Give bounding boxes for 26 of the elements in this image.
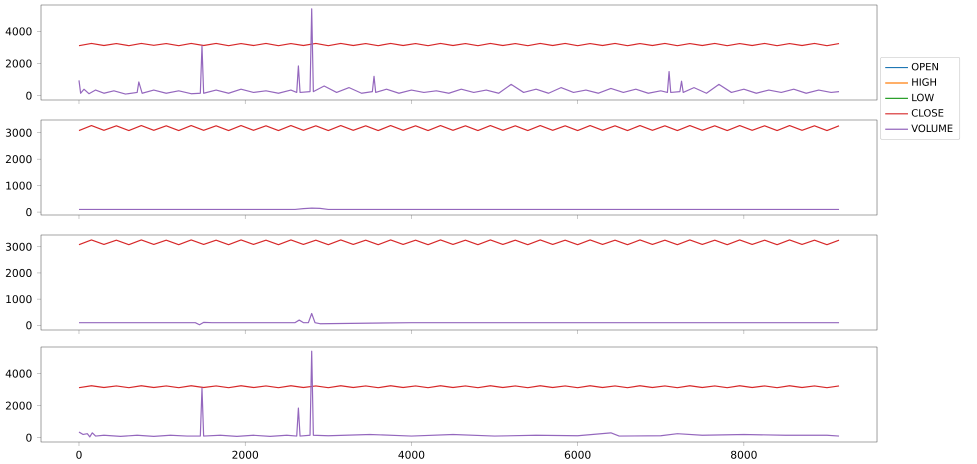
line-series [78, 8, 840, 95]
y-tick-label: 4000 [6, 27, 32, 36]
y-tick-label: 2000 [6, 59, 32, 68]
y-tick-label: 2000 [6, 402, 32, 410]
x-tick-label: 2000 [232, 450, 258, 459]
y-tick-label: 2000 [6, 268, 32, 277]
y-tick-label: 0 [26, 208, 32, 216]
legend-label: OPEN [912, 62, 938, 70]
legend-label: HIGH [912, 78, 936, 86]
y-tick-label: 0 [26, 321, 32, 330]
legend-label: LOW [912, 94, 934, 102]
y-tick-label: 0 [26, 92, 32, 100]
legend-label: VOLUME [911, 124, 952, 132]
y-tick-label: 0 [26, 434, 32, 442]
x-tick-label: 6000 [564, 450, 591, 459]
y-tick-label: 1000 [6, 295, 32, 304]
x-tick-label: 4000 [398, 450, 424, 459]
line-series [78, 350, 840, 438]
x-tick-label: 8000 [731, 450, 757, 459]
y-tick-label: 4000 [6, 370, 32, 378]
x-tick-label: 0 [76, 450, 82, 459]
y-tick-label: 3000 [6, 242, 32, 251]
legend-label: CLOSE [912, 109, 944, 117]
y-tick-label: 2000 [6, 155, 32, 164]
y-tick-label: 3000 [6, 128, 32, 137]
y-tick-label: 1000 [6, 182, 32, 190]
